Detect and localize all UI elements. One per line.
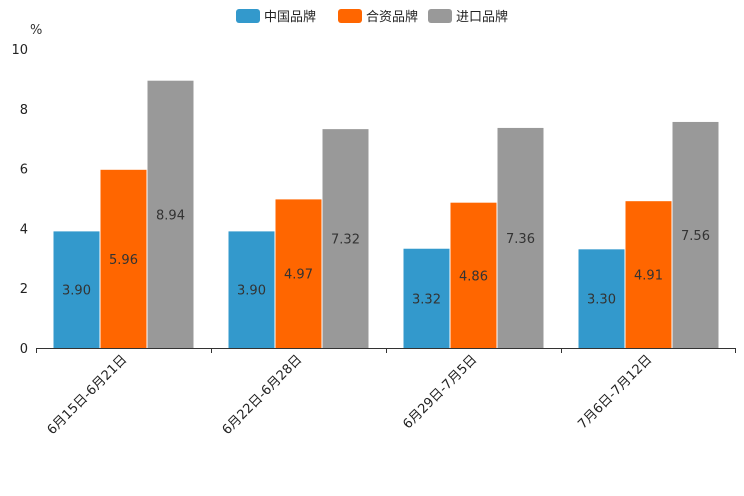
bar <box>625 201 672 348</box>
legend-swatch <box>338 9 362 23</box>
bar <box>147 80 194 348</box>
legend-item[interactable]: 合资品牌 <box>338 9 418 25</box>
data-label: 4.91 <box>634 269 663 284</box>
bar <box>403 248 450 348</box>
bar <box>672 121 719 349</box>
bar <box>53 231 100 348</box>
legend-item[interactable]: 中国品牌 <box>236 9 316 25</box>
legend-label: 中国品牌 <box>264 9 316 25</box>
bar <box>578 249 625 348</box>
bar <box>497 127 544 348</box>
legend-item[interactable]: 进口品牌 <box>428 9 508 25</box>
data-label: 3.32 <box>412 292 441 307</box>
data-label: 3.90 <box>62 284 91 299</box>
bar <box>275 199 322 348</box>
data-label: 8.94 <box>156 208 185 223</box>
bars <box>53 80 719 349</box>
x-tick-label: 7月6日-7月12日 <box>575 352 655 432</box>
x-axis-ticks: 6月15日-6月21日 6月22日-6月28日 6月29日-7月5日 7月6日-7月1… <box>36 348 736 438</box>
y-tick-label: 10 <box>11 43 28 58</box>
data-label: 3.90 <box>237 284 266 299</box>
legend-label: 进口品牌 <box>456 9 508 25</box>
legend-swatch <box>236 9 260 23</box>
bar <box>100 169 147 348</box>
data-label: 5.96 <box>109 253 138 268</box>
legend: 中国品牌 合资品牌 进口品牌 <box>236 9 508 25</box>
y-tick-label: 2 <box>20 282 28 297</box>
data-label: 4.97 <box>284 268 313 283</box>
y-tick-label: 4 <box>20 222 28 237</box>
y-tick-label: 0 <box>20 342 28 357</box>
y-axis-unit-label: % <box>30 23 42 38</box>
x-tick-label: 6月22日-6月28日 <box>220 352 306 438</box>
x-tick-label: 6月29日-7月5日 <box>400 352 480 432</box>
value-labels: 3.90 5.96 8.94 3.90 4.97 7.32 3.32 4.86 7.36 3.30… <box>62 208 710 307</box>
data-label: 3.30 <box>587 293 616 308</box>
data-label: 4.86 <box>459 269 488 284</box>
y-tick-label: 6 <box>20 163 28 178</box>
y-tick-label: 8 <box>20 103 28 118</box>
data-label: 7.32 <box>331 233 360 248</box>
data-label: 7.56 <box>681 229 710 244</box>
data-label: 7.36 <box>506 232 535 247</box>
legend-label: 合资品牌 <box>366 9 418 25</box>
legend-swatch <box>428 9 452 23</box>
bar <box>322 129 369 348</box>
y-axis-ticks: 0 2 4 6 8 10 <box>11 43 28 357</box>
bar <box>450 202 497 348</box>
bar <box>228 231 275 348</box>
x-tick-label: 6月15日-6月21日 <box>45 352 131 438</box>
